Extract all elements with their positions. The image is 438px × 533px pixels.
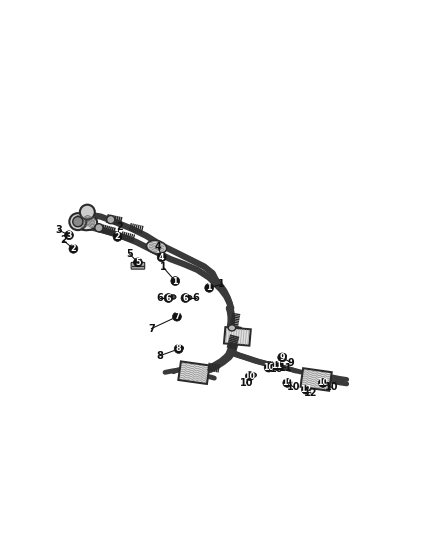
Text: 12: 12 (304, 388, 318, 398)
Circle shape (205, 284, 214, 292)
Text: 5: 5 (126, 249, 133, 259)
Text: 10: 10 (287, 382, 301, 392)
Text: 6: 6 (183, 294, 188, 303)
Ellipse shape (282, 355, 285, 357)
Polygon shape (224, 327, 251, 345)
Text: 12: 12 (300, 385, 311, 394)
Text: 10: 10 (318, 378, 328, 387)
Ellipse shape (277, 364, 280, 366)
Text: 2: 2 (60, 235, 67, 245)
Circle shape (173, 312, 181, 321)
Ellipse shape (288, 381, 290, 383)
Circle shape (278, 353, 286, 362)
Ellipse shape (252, 374, 255, 376)
Text: 6: 6 (157, 293, 163, 303)
Circle shape (107, 215, 115, 224)
Circle shape (171, 277, 180, 286)
Ellipse shape (170, 295, 176, 299)
Text: 2: 2 (71, 244, 76, 253)
Circle shape (174, 344, 183, 353)
Ellipse shape (322, 381, 325, 383)
Text: 9: 9 (287, 358, 294, 368)
Circle shape (264, 363, 273, 372)
Circle shape (95, 224, 103, 232)
Text: 10: 10 (263, 363, 274, 372)
Circle shape (283, 378, 292, 387)
Text: 10: 10 (270, 364, 284, 374)
Circle shape (73, 216, 83, 227)
Ellipse shape (270, 366, 273, 368)
Ellipse shape (172, 296, 174, 298)
Text: 4: 4 (159, 253, 164, 262)
Ellipse shape (179, 347, 182, 349)
Text: 10: 10 (240, 378, 253, 388)
Ellipse shape (187, 297, 190, 298)
Ellipse shape (321, 380, 327, 384)
Text: 9: 9 (279, 353, 285, 362)
Text: 10: 10 (282, 378, 293, 387)
Text: 6: 6 (192, 293, 199, 303)
Ellipse shape (147, 240, 166, 254)
Text: 10: 10 (244, 372, 255, 381)
Text: 5: 5 (135, 258, 141, 267)
FancyBboxPatch shape (131, 262, 145, 269)
Text: 8: 8 (176, 344, 181, 353)
Text: 7: 7 (148, 324, 155, 334)
Text: 1: 1 (206, 284, 212, 292)
Ellipse shape (280, 353, 286, 358)
Ellipse shape (228, 325, 236, 331)
Circle shape (246, 372, 254, 381)
Text: 2: 2 (115, 232, 120, 241)
Circle shape (64, 231, 74, 240)
Text: 7: 7 (174, 312, 180, 321)
Text: 3: 3 (66, 231, 72, 240)
Ellipse shape (177, 346, 184, 350)
Circle shape (113, 232, 122, 241)
Text: 1: 1 (160, 262, 167, 272)
Circle shape (301, 385, 311, 394)
Circle shape (181, 294, 190, 302)
Ellipse shape (250, 373, 256, 377)
Ellipse shape (286, 380, 292, 384)
Polygon shape (300, 368, 332, 391)
Text: 3: 3 (56, 225, 62, 235)
Text: 1: 1 (173, 277, 178, 286)
Polygon shape (178, 361, 209, 384)
Circle shape (273, 361, 282, 370)
Text: 2: 2 (116, 222, 123, 232)
Circle shape (69, 213, 86, 230)
Ellipse shape (74, 213, 97, 230)
Circle shape (164, 294, 173, 302)
Text: 4: 4 (155, 242, 162, 252)
Ellipse shape (276, 362, 282, 367)
Text: 10: 10 (325, 382, 338, 392)
Circle shape (80, 205, 95, 220)
Circle shape (69, 245, 78, 253)
Text: 11: 11 (272, 361, 283, 370)
Text: 11: 11 (279, 362, 292, 373)
Circle shape (318, 378, 327, 387)
Ellipse shape (268, 365, 274, 369)
Text: 8: 8 (156, 351, 163, 361)
Text: 6: 6 (166, 294, 171, 303)
Circle shape (134, 258, 142, 267)
Ellipse shape (186, 295, 192, 300)
Text: 1: 1 (218, 279, 224, 289)
Circle shape (157, 253, 166, 262)
